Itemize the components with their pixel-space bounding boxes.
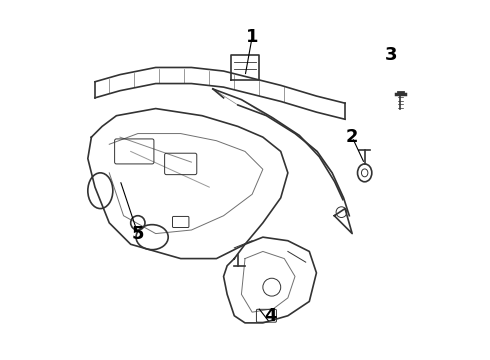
Text: 4: 4	[264, 307, 276, 325]
Text: 1: 1	[246, 28, 258, 46]
Text: 5: 5	[132, 225, 144, 243]
Text: 3: 3	[385, 46, 398, 64]
Text: 2: 2	[346, 128, 358, 146]
